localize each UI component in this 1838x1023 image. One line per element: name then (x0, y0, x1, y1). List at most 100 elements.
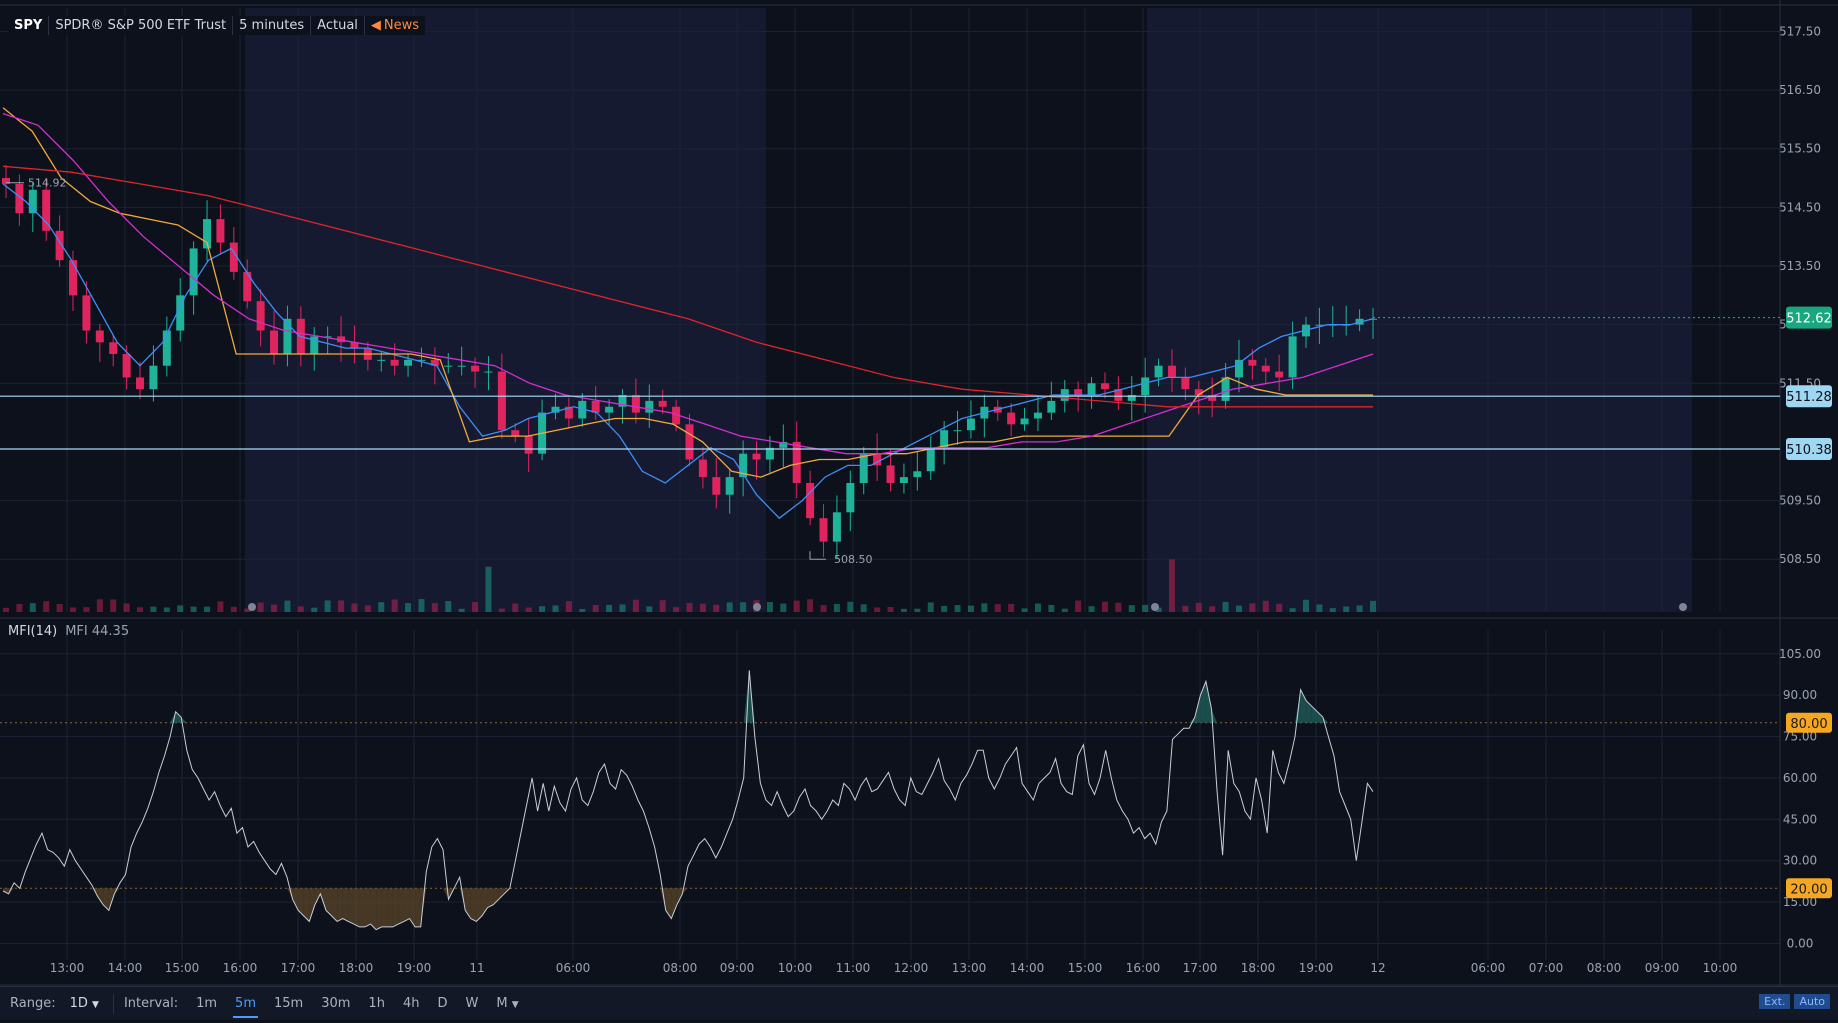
candle-body (806, 483, 814, 518)
price-tick-label: 513.50 (1779, 259, 1821, 273)
volume-bar (217, 601, 223, 612)
time-tick-label: 14:00 (108, 961, 143, 975)
volume-bar (1182, 606, 1188, 612)
time-tick-label: 07:00 (1529, 961, 1564, 975)
caret-down-icon: ▼ (512, 1000, 519, 1010)
mode-label: Actual (311, 16, 365, 35)
candle-body (793, 442, 801, 483)
volume-bar (472, 602, 478, 612)
interval-15m[interactable]: 15m (274, 996, 303, 1011)
volume-bar (1316, 605, 1322, 612)
mfi-tick-label: 45.00 (1783, 812, 1817, 826)
volume-bar (821, 605, 827, 612)
time-tick-label: 11 (469, 961, 484, 975)
volume-bar (955, 605, 961, 612)
range-select[interactable]: 1D ▼ (70, 996, 99, 1011)
mfi-oversold-fill (376, 888, 382, 929)
volume-bar (579, 609, 585, 612)
range-label: Range: (10, 996, 56, 1011)
volume-bar (847, 602, 853, 612)
volume-bar (888, 607, 894, 612)
volume-bar (767, 602, 773, 612)
mfi-oversold-fill (471, 888, 477, 921)
mfi-oversold-fill (398, 888, 404, 924)
interval-1h[interactable]: 1h (368, 996, 385, 1011)
time-tick-label: 09:00 (720, 961, 755, 975)
mfi-oversold-fill (382, 888, 388, 927)
mfi-oversold-fill (343, 888, 349, 921)
volume-bar (231, 607, 237, 612)
volume-bar (83, 607, 89, 612)
volume-bar (780, 604, 786, 612)
mfi-tick-label: 90.00 (1783, 688, 1817, 702)
last-price-label: 512.62 (1786, 312, 1832, 327)
candle-body (525, 436, 533, 454)
volume-bar (995, 604, 1001, 612)
ext-toggle[interactable]: Ext. (1759, 994, 1790, 1009)
candle-body (833, 512, 841, 541)
interval-m[interactable]: M ▼ (496, 996, 518, 1011)
candle-body (753, 454, 761, 460)
time-tick-label: 08:00 (1587, 961, 1622, 975)
time-tick-label: 17:00 (1183, 961, 1218, 975)
volume-bar (1102, 602, 1108, 612)
time-tick-label: 10:00 (1703, 961, 1738, 975)
auto-toggle[interactable]: Auto (1794, 994, 1830, 1009)
volume-bar (365, 605, 371, 612)
candle-body (1235, 360, 1243, 378)
news-button[interactable]: ◀ News (365, 16, 425, 35)
candle-body (1047, 401, 1055, 413)
session-marker-3 (1679, 603, 1687, 611)
volume-bar (392, 599, 398, 612)
candle-body (1034, 413, 1042, 419)
range-value: 1D (70, 996, 88, 1011)
high-marker-label: 514.92 (28, 177, 67, 190)
candle-body (1141, 377, 1149, 395)
candle-body (846, 483, 854, 512)
candle-body (216, 219, 224, 242)
volume-bar (164, 607, 170, 612)
volume-bar (901, 609, 907, 612)
time-tick-label: 06:00 (556, 961, 591, 975)
candle-body (391, 360, 399, 366)
megaphone-icon: ◀ (371, 18, 381, 33)
interval-4h[interactable]: 4h (403, 996, 420, 1011)
volume-bar (1142, 605, 1148, 612)
volume-bar (351, 603, 357, 612)
volume-bar (298, 606, 304, 612)
interval-w[interactable]: W (465, 996, 478, 1011)
candle-body (82, 295, 90, 330)
mfi-oversold-fill (337, 888, 343, 921)
bottom-toolbar: Range: 1D ▼ Interval: 1m 5m 15m 30m 1h 4… (0, 986, 1838, 1020)
volume-bar (43, 601, 49, 612)
volume-bar (1169, 559, 1175, 612)
candle-body (163, 331, 171, 366)
candle-body (498, 372, 506, 431)
candle-body (109, 342, 117, 354)
candle-body (96, 331, 104, 343)
volume-bar (177, 605, 183, 612)
mfi-header: MFI(14) MFI 44.35 (8, 624, 129, 639)
interval-5m[interactable]: 5m (235, 996, 256, 1011)
level-price-label: 510.38 (1786, 443, 1832, 458)
mfi-oversold-fill (415, 888, 421, 927)
interval-30m[interactable]: 30m (321, 996, 350, 1011)
time-tick-label: 12 (1370, 961, 1385, 975)
volume-bar (981, 603, 987, 612)
volume-bar (914, 609, 920, 612)
volume-bar (660, 600, 666, 612)
candle-body (592, 401, 600, 413)
candle-body (1155, 366, 1163, 378)
mfi-indicator-name[interactable]: MFI(14) (8, 624, 57, 639)
interval-1m[interactable]: 1m (196, 996, 217, 1011)
symbol-ticker[interactable]: SPY (8, 16, 49, 35)
session-marker-1 (753, 603, 761, 611)
low-marker-label: 508.50 (834, 553, 873, 566)
volume-bar (740, 602, 746, 612)
interval-d[interactable]: D (437, 996, 447, 1011)
volume-bar (137, 607, 143, 612)
volume-bar (405, 603, 411, 612)
volume-bar (1196, 603, 1202, 612)
